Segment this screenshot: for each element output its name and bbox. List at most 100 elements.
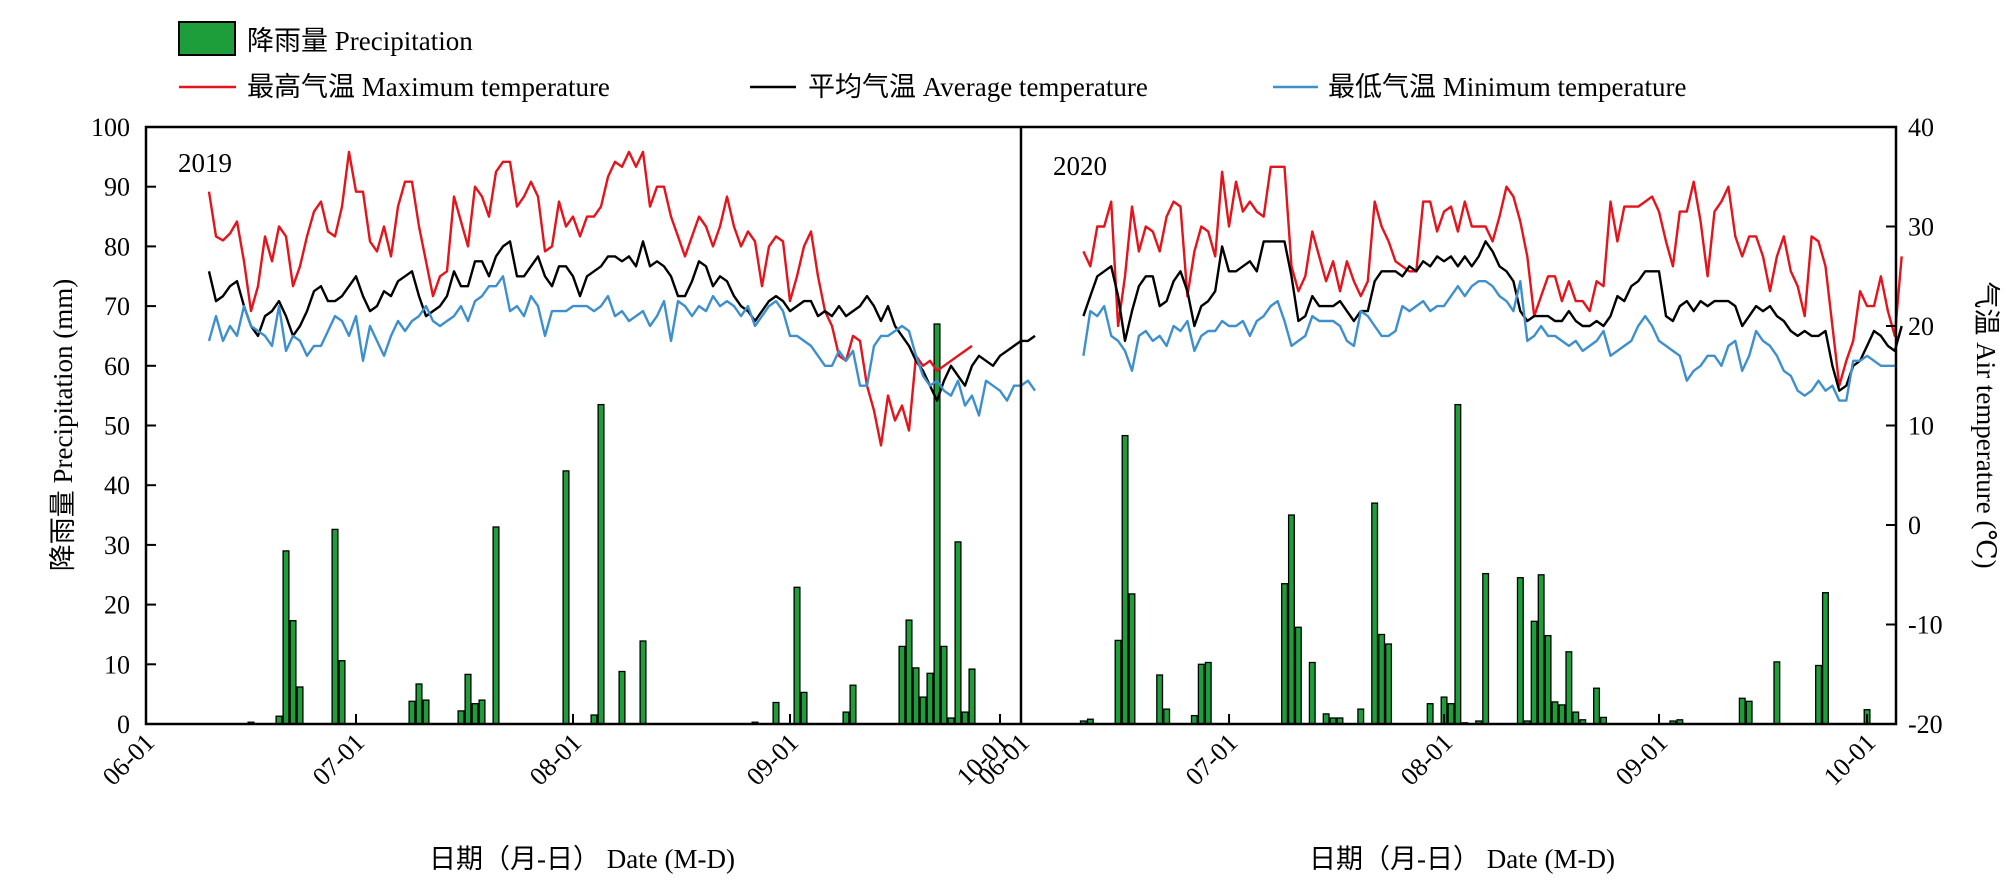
precip-bar-2019-15 <box>471 703 479 725</box>
precip-bar-2019-25 <box>793 586 801 725</box>
precip-bar-2019-16 <box>478 699 486 725</box>
left-tick-label: 0 <box>117 710 130 739</box>
precip-bar-2020-13 <box>1287 514 1295 725</box>
precip-bar-2020-4 <box>1114 639 1122 725</box>
x-tick-label: 07-01 <box>1180 728 1243 791</box>
precip-bar-2020-12 <box>1281 583 1289 725</box>
legend: 降雨量 Precipitation 最高气温 Maximum temperatu… <box>178 21 1686 102</box>
precip-bar-2019-20 <box>597 403 605 725</box>
precip-bar-2019-36 <box>940 645 948 725</box>
precip-bar-2019-6 <box>331 528 339 725</box>
precip-bar-2020-33 <box>1537 574 1545 725</box>
legend-min-label: 最低气温 Minimum temperature <box>1328 72 1686 102</box>
precip-bar-2019-4 <box>289 620 297 725</box>
precip-bar-2020-35 <box>1551 701 1559 725</box>
x-axis-label-2020: 日期（月-日） Date (M-D) <box>1309 844 1615 874</box>
precip-bar-2020-36 <box>1558 704 1566 725</box>
precip-bar-2020-46 <box>1773 661 1781 725</box>
precip-bar-2019-5 <box>296 686 304 725</box>
precip-bar-2019-22 <box>639 640 647 725</box>
precip-bar-2020-14 <box>1294 626 1302 725</box>
precip-bar-2019-31 <box>905 619 913 725</box>
precip-bar-2019-32 <box>912 667 920 725</box>
precip-bar-2020-15 <box>1308 661 1316 725</box>
precip-bar-2020-16 <box>1322 713 1330 725</box>
precip-bar-2020-29 <box>1482 572 1490 725</box>
precip-bar-2020-45 <box>1745 700 1753 725</box>
panel-2020 <box>1079 165 1903 725</box>
precip-bar-2020-19 <box>1357 708 1365 725</box>
left-axis-label: 降雨量 Precipitation (mm) <box>48 279 78 571</box>
precip-bar-2020-47 <box>1815 664 1823 725</box>
left-tick-label: 60 <box>104 352 130 381</box>
precip-bar-2019-30 <box>898 645 906 725</box>
right-axis-label: 气温 Air temperature (℃) <box>1971 281 2001 568</box>
left-tick-label: 100 <box>91 113 130 142</box>
precip-bar-2020-10 <box>1197 663 1205 725</box>
precip-bar-2020-44 <box>1738 697 1746 725</box>
precip-bar-2020-38 <box>1572 711 1580 725</box>
precip-bar-2020-22 <box>1385 643 1393 725</box>
min-temp-line-2019 <box>207 275 1036 417</box>
legend-precip-label: 降雨量 Precipitation <box>247 26 473 56</box>
precip-bar-2019-7 <box>338 660 346 725</box>
precip-bar-2020-7 <box>1156 674 1164 725</box>
precip-bar-2020-5 <box>1121 434 1129 725</box>
precip-bar-2020-20 <box>1371 502 1379 725</box>
right-tick-label: 0 <box>1908 511 1921 540</box>
precip-bar-2019-21 <box>618 670 626 725</box>
precip-bar-2019-39 <box>961 711 969 725</box>
precip-bar-2020-32 <box>1530 620 1538 725</box>
precip-bar-2019-26 <box>800 691 808 725</box>
x-tick-label: 09-01 <box>1610 728 1673 791</box>
precip-bar-2019-28 <box>849 684 857 725</box>
precip-bar-2020-34 <box>1544 634 1552 725</box>
precip-bar-2020-9 <box>1190 714 1198 725</box>
precip-bar-2020-25 <box>1447 703 1455 725</box>
precip-bar-2020-30 <box>1516 577 1524 725</box>
precip-bar-2019-9 <box>408 700 416 725</box>
x-tick-label: 10-01 <box>1818 728 1881 791</box>
right-tick-label: 10 <box>1908 412 1934 441</box>
precip-bar-2019-3 <box>282 550 290 725</box>
max-temp-line-2020 <box>1082 165 1903 387</box>
precip-bar-2019-24 <box>772 701 780 725</box>
precip-bar-2019-33 <box>919 696 927 725</box>
x-tick-label: 08-01 <box>524 728 587 791</box>
precip-bar-2019-10 <box>415 683 423 725</box>
precip-bar-2020-48 <box>1821 592 1829 725</box>
precip-bar-2020-8 <box>1163 708 1171 725</box>
precip-bar-2020-37 <box>1565 651 1573 725</box>
precip-bar-2019-13 <box>457 710 465 725</box>
right-tick-label: -20 <box>1908 710 1943 739</box>
precip-bar-2020-26 <box>1454 403 1462 725</box>
precip-bar-2020-21 <box>1378 633 1386 725</box>
left-tick-label: 40 <box>104 471 130 500</box>
axes: 0102030405060708090100-20-1001020304006-… <box>91 113 1943 791</box>
x-tick-label: 09-01 <box>741 728 804 791</box>
panel-2019 <box>207 150 1036 725</box>
precip-bar-2020-23 <box>1426 703 1434 725</box>
right-tick-label: 20 <box>1908 312 1934 341</box>
panel-label-2019: 2019 <box>178 148 232 178</box>
precip-bar-2019-38 <box>954 541 962 725</box>
precip-bar-2019-14 <box>464 673 472 725</box>
precip-bar-2020-40 <box>1593 687 1601 725</box>
precip-bar-2019-27 <box>842 711 850 725</box>
x-tick-label: 07-01 <box>307 728 370 791</box>
avg-temp-line-2020 <box>1082 240 1903 392</box>
right-tick-label: 40 <box>1908 113 1934 142</box>
min-temp-line-2020 <box>1082 280 1895 402</box>
precip-bar-2019-19 <box>590 714 598 725</box>
x-tick-label: 08-01 <box>1395 728 1458 791</box>
legend-max-label: 最高气温 Maximum temperature <box>247 72 610 102</box>
left-tick-label: 70 <box>104 292 130 321</box>
precip-bar-2019-11 <box>422 699 430 725</box>
left-tick-label: 20 <box>104 591 130 620</box>
left-tick-label: 30 <box>104 531 130 560</box>
precip-bar-2019-34 <box>926 672 934 725</box>
legend-avg-label: 平均气温 Average temperature <box>808 72 1148 102</box>
max-temp-line-2019 <box>207 150 973 447</box>
left-tick-label: 80 <box>104 232 130 261</box>
